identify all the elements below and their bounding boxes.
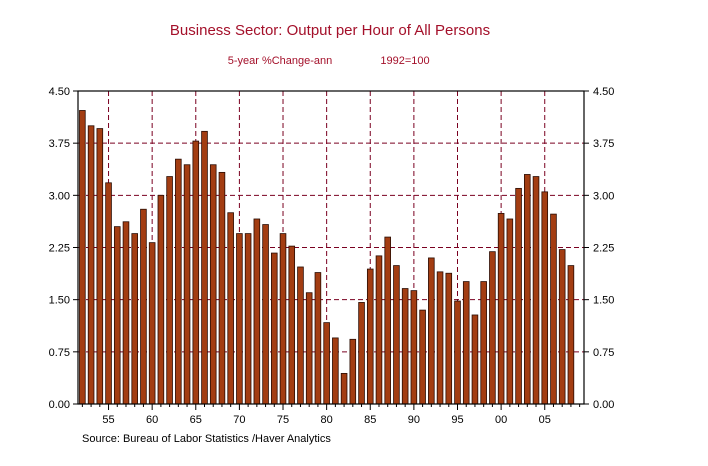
bar bbox=[419, 309, 426, 405]
x-tick-label: 90 bbox=[408, 414, 420, 426]
bar bbox=[515, 187, 522, 405]
bar bbox=[445, 272, 453, 405]
bar bbox=[96, 128, 104, 405]
bar bbox=[166, 176, 173, 405]
bar bbox=[192, 140, 200, 405]
bar bbox=[375, 255, 383, 405]
x-tick-label: 05 bbox=[539, 414, 551, 426]
bar bbox=[558, 249, 566, 405]
bar bbox=[244, 233, 252, 405]
y-tick-label-left: 3.75 bbox=[49, 138, 70, 150]
bar bbox=[436, 271, 444, 405]
bar bbox=[340, 372, 348, 405]
x-tick-label: 65 bbox=[190, 414, 202, 426]
y-tick-label-right: 1.50 bbox=[593, 295, 614, 307]
bar bbox=[541, 191, 549, 405]
x-tick-label: 70 bbox=[233, 414, 245, 426]
bar bbox=[349, 338, 357, 405]
bar bbox=[480, 281, 487, 405]
x-tick-label: 80 bbox=[321, 414, 333, 426]
labels-layer: 0.00 0.00 0.75 0.75 1.50 1.50 2.25 2.25 3.00 3.00… bbox=[49, 86, 615, 426]
bar bbox=[410, 290, 418, 405]
bar bbox=[113, 226, 121, 405]
y-tick-label-right: 3.00 bbox=[593, 190, 614, 202]
x-tick-label: 85 bbox=[364, 414, 376, 426]
chart-subtitle-right: 1992=100 bbox=[380, 55, 429, 67]
bar bbox=[358, 302, 365, 405]
y-tick-label-left: 2.25 bbox=[49, 243, 70, 255]
y-tick-label-right: 2.25 bbox=[593, 243, 614, 255]
y-tick-label-left: 1.50 bbox=[49, 295, 70, 307]
bar bbox=[366, 268, 374, 405]
bar bbox=[201, 130, 208, 405]
y-tick-label-left: 0.00 bbox=[49, 399, 70, 411]
bar bbox=[262, 224, 269, 405]
bar bbox=[393, 265, 400, 405]
bars-layer bbox=[79, 110, 575, 405]
y-tick-label-right: 4.50 bbox=[593, 86, 614, 98]
axis-layer bbox=[73, 90, 589, 410]
bar bbox=[401, 288, 409, 405]
bar bbox=[497, 213, 505, 405]
bar bbox=[532, 176, 540, 405]
y-tick-label-right: 0.00 bbox=[593, 399, 614, 411]
bar bbox=[567, 265, 575, 405]
bar bbox=[148, 242, 156, 405]
x-tick-label: 95 bbox=[451, 414, 463, 426]
bar bbox=[524, 174, 531, 405]
x-tick-label: 60 bbox=[146, 414, 158, 426]
bar bbox=[209, 164, 217, 405]
bar bbox=[454, 300, 461, 405]
bar bbox=[175, 158, 182, 405]
y-tick-label-left: 3.00 bbox=[49, 190, 70, 202]
bar bbox=[332, 337, 339, 405]
plot-frame bbox=[77, 90, 585, 405]
bar bbox=[157, 194, 165, 405]
bar bbox=[384, 236, 391, 405]
bar bbox=[428, 257, 435, 405]
bar bbox=[297, 266, 304, 405]
bar bbox=[305, 292, 313, 405]
bar bbox=[314, 272, 322, 405]
bar bbox=[471, 314, 479, 405]
bar bbox=[183, 164, 191, 405]
bar bbox=[279, 233, 287, 405]
bar bbox=[140, 208, 147, 405]
chart-title: Business Sector: Output per Hour of All … bbox=[170, 22, 490, 39]
bar bbox=[253, 218, 261, 405]
y-tick-label-left: 0.75 bbox=[49, 347, 70, 359]
bar bbox=[227, 212, 234, 405]
bar bbox=[236, 233, 243, 405]
bar bbox=[288, 245, 296, 405]
y-tick-label-left: 4.50 bbox=[49, 86, 70, 98]
x-tick-label: 55 bbox=[102, 414, 114, 426]
x-tick-label: 75 bbox=[277, 414, 289, 426]
bar bbox=[489, 251, 496, 405]
bar bbox=[218, 171, 226, 405]
x-tick-label: 00 bbox=[495, 414, 507, 426]
bar bbox=[550, 213, 557, 405]
bar bbox=[323, 322, 330, 405]
chart-subtitle-left: 5-year %Change-ann bbox=[228, 55, 333, 67]
bar bbox=[79, 110, 86, 405]
bar bbox=[122, 221, 130, 405]
y-tick-label-right: 3.75 bbox=[593, 138, 614, 150]
bar bbox=[271, 252, 278, 405]
y-tick-label-right: 0.75 bbox=[593, 347, 614, 359]
bar bbox=[462, 281, 470, 405]
bar bbox=[506, 218, 514, 405]
source-note: Source: Bureau of Labor Statistics /Have… bbox=[82, 433, 331, 445]
bar bbox=[87, 125, 95, 405]
bar bbox=[105, 182, 112, 405]
bar bbox=[131, 233, 138, 405]
